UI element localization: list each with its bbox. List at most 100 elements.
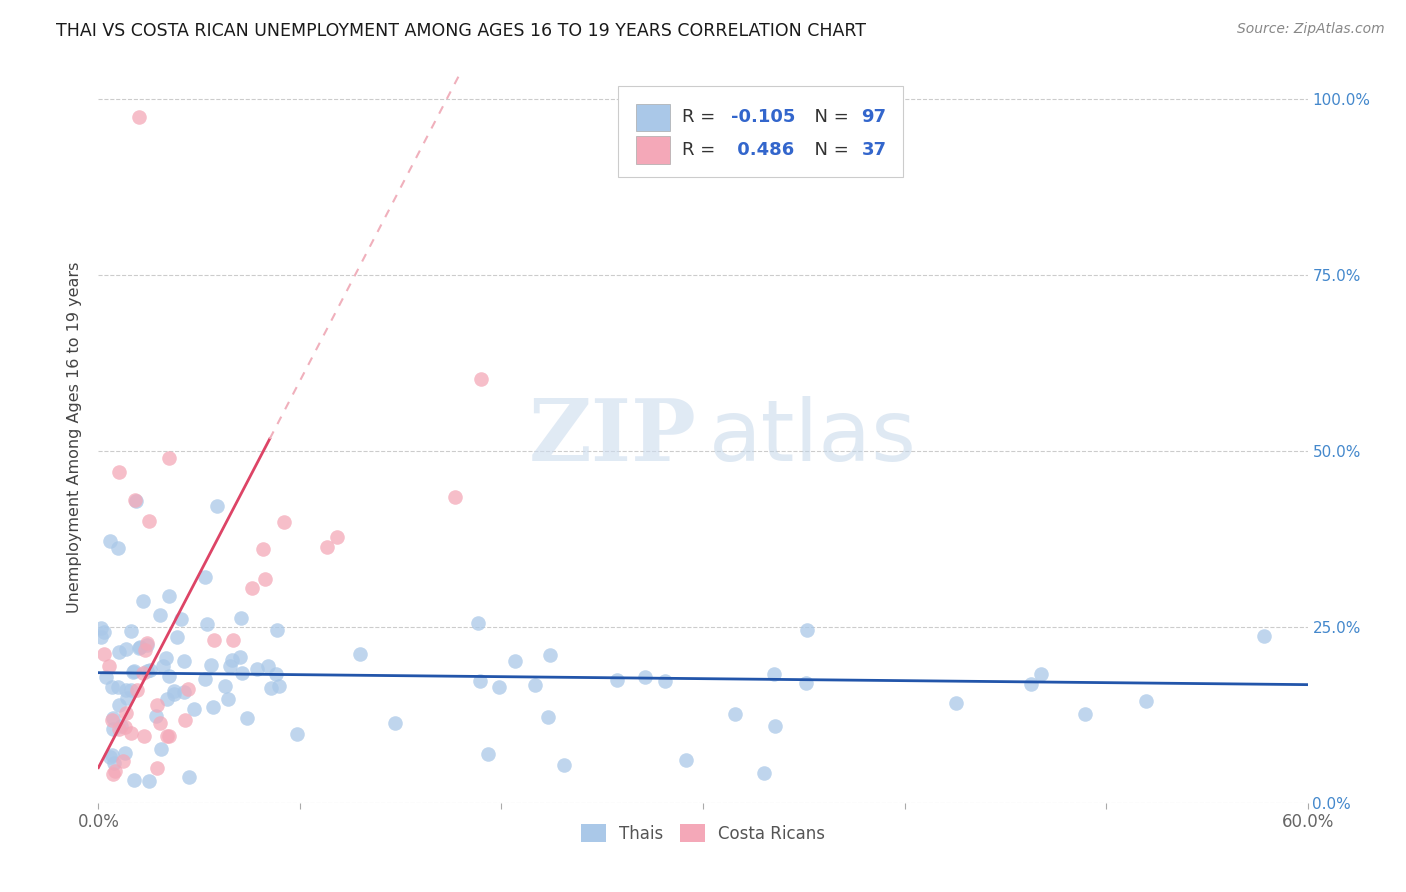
- Point: [114, 682, 136, 697]
- Point: [124, 772, 146, 787]
- Point: [200, 657, 222, 672]
- Point: [93, 647, 115, 661]
- Bar: [637, 136, 671, 163]
- Point: [221, 633, 243, 648]
- Point: [136, 639, 159, 653]
- Point: [93, 624, 115, 639]
- Point: [221, 653, 243, 667]
- Point: [152, 659, 174, 673]
- Point: [134, 729, 156, 743]
- Text: Source: ZipAtlas.com: Source: ZipAtlas.com: [1237, 22, 1385, 37]
- Point: [754, 766, 776, 780]
- Point: [195, 617, 218, 632]
- Point: [214, 679, 236, 693]
- Point: [155, 650, 177, 665]
- Point: [634, 670, 657, 684]
- Point: [503, 654, 526, 668]
- Point: [523, 678, 546, 692]
- Point: [157, 590, 180, 604]
- Point: [108, 698, 131, 712]
- Point: [254, 572, 277, 586]
- Point: [266, 623, 288, 637]
- Text: atlas: atlas: [709, 395, 917, 479]
- Point: [134, 643, 156, 657]
- Point: [101, 711, 124, 725]
- Point: [468, 673, 491, 688]
- Point: [1031, 666, 1053, 681]
- Point: [148, 607, 170, 622]
- Point: [90, 630, 112, 644]
- Point: [110, 718, 132, 732]
- Point: [269, 679, 291, 693]
- Point: [606, 673, 628, 687]
- Point: [796, 676, 818, 690]
- Bar: [637, 103, 671, 131]
- Point: [157, 451, 180, 466]
- Text: THAI VS COSTA RICAN UNEMPLOYMENT AMONG AGES 16 TO 19 YEARS CORRELATION CHART: THAI VS COSTA RICAN UNEMPLOYMENT AMONG A…: [56, 22, 866, 40]
- Point: [157, 729, 180, 743]
- Point: [132, 594, 155, 608]
- Point: [675, 753, 697, 767]
- Point: [229, 649, 252, 664]
- Point: [194, 672, 217, 686]
- Point: [326, 530, 349, 544]
- Point: [202, 633, 225, 648]
- Point: [384, 715, 406, 730]
- Point: [122, 664, 145, 678]
- Point: [101, 723, 124, 737]
- Text: R =: R =: [682, 141, 721, 159]
- Point: [146, 698, 169, 712]
- Point: [315, 541, 337, 555]
- Point: [229, 611, 252, 625]
- Point: [273, 515, 295, 529]
- Point: [240, 581, 263, 595]
- Point: [252, 542, 274, 557]
- Point: [103, 764, 125, 779]
- Point: [349, 647, 371, 661]
- Point: [111, 754, 134, 768]
- Point: [207, 500, 229, 514]
- Point: [156, 691, 179, 706]
- Text: 97: 97: [862, 109, 886, 127]
- Point: [145, 761, 167, 775]
- Point: [107, 680, 129, 694]
- Point: [90, 621, 112, 635]
- Point: [125, 683, 148, 698]
- Point: [103, 756, 125, 771]
- Point: [194, 570, 217, 584]
- Point: [156, 730, 179, 744]
- Point: [138, 773, 160, 788]
- Point: [170, 611, 193, 625]
- Point: [166, 631, 188, 645]
- Point: [135, 635, 157, 649]
- Point: [100, 747, 122, 762]
- Point: [101, 766, 124, 780]
- Point: [236, 711, 259, 725]
- Point: [129, 640, 152, 655]
- Point: [114, 706, 136, 720]
- Point: [145, 708, 167, 723]
- Point: [114, 642, 136, 657]
- Text: 37: 37: [862, 141, 886, 159]
- Point: [218, 658, 240, 673]
- Point: [120, 725, 142, 739]
- Text: N =: N =: [803, 109, 855, 127]
- Point: [257, 659, 280, 673]
- Point: [97, 659, 120, 673]
- Point: [98, 750, 121, 764]
- Point: [101, 680, 124, 694]
- Point: [94, 670, 117, 684]
- Point: [150, 742, 173, 756]
- Point: [183, 702, 205, 716]
- Point: [115, 691, 138, 706]
- Point: [121, 624, 143, 639]
- Point: [724, 706, 747, 721]
- Y-axis label: Unemployment Among Ages 16 to 19 years: Unemployment Among Ages 16 to 19 years: [67, 261, 83, 613]
- Point: [173, 685, 195, 699]
- Point: [120, 682, 142, 697]
- FancyBboxPatch shape: [619, 86, 903, 178]
- Point: [537, 710, 560, 724]
- Point: [1253, 628, 1275, 642]
- Point: [157, 669, 180, 683]
- Point: [231, 666, 253, 681]
